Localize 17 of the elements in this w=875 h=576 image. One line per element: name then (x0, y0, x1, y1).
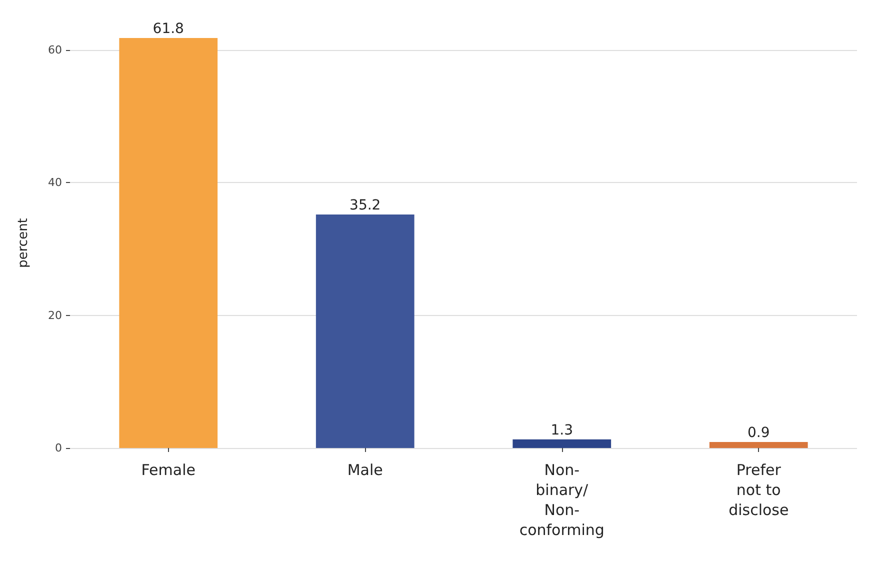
y-axis-title: percent (16, 218, 31, 268)
bar (709, 442, 808, 448)
x-tick-label: Male (347, 461, 383, 479)
x-tick-label: Non- binary/ Non- conforming (519, 461, 604, 539)
y-tick-label: 20 (48, 308, 62, 322)
y-tick-label: 40 (48, 176, 62, 190)
data-label: 1.3 (550, 422, 574, 438)
bar (119, 38, 218, 448)
data-label: 61.8 (152, 21, 184, 37)
bar (316, 214, 414, 448)
bar (512, 439, 612, 448)
x-tick-label: Female (141, 461, 196, 479)
y-tick-label: 0 (55, 442, 62, 454)
x-tick-label: Prefer not to disclose (728, 461, 789, 519)
y-tick-label: 60 (48, 43, 62, 56)
data-label: 35.2 (350, 197, 381, 214)
data-label: 0.9 (747, 425, 770, 442)
